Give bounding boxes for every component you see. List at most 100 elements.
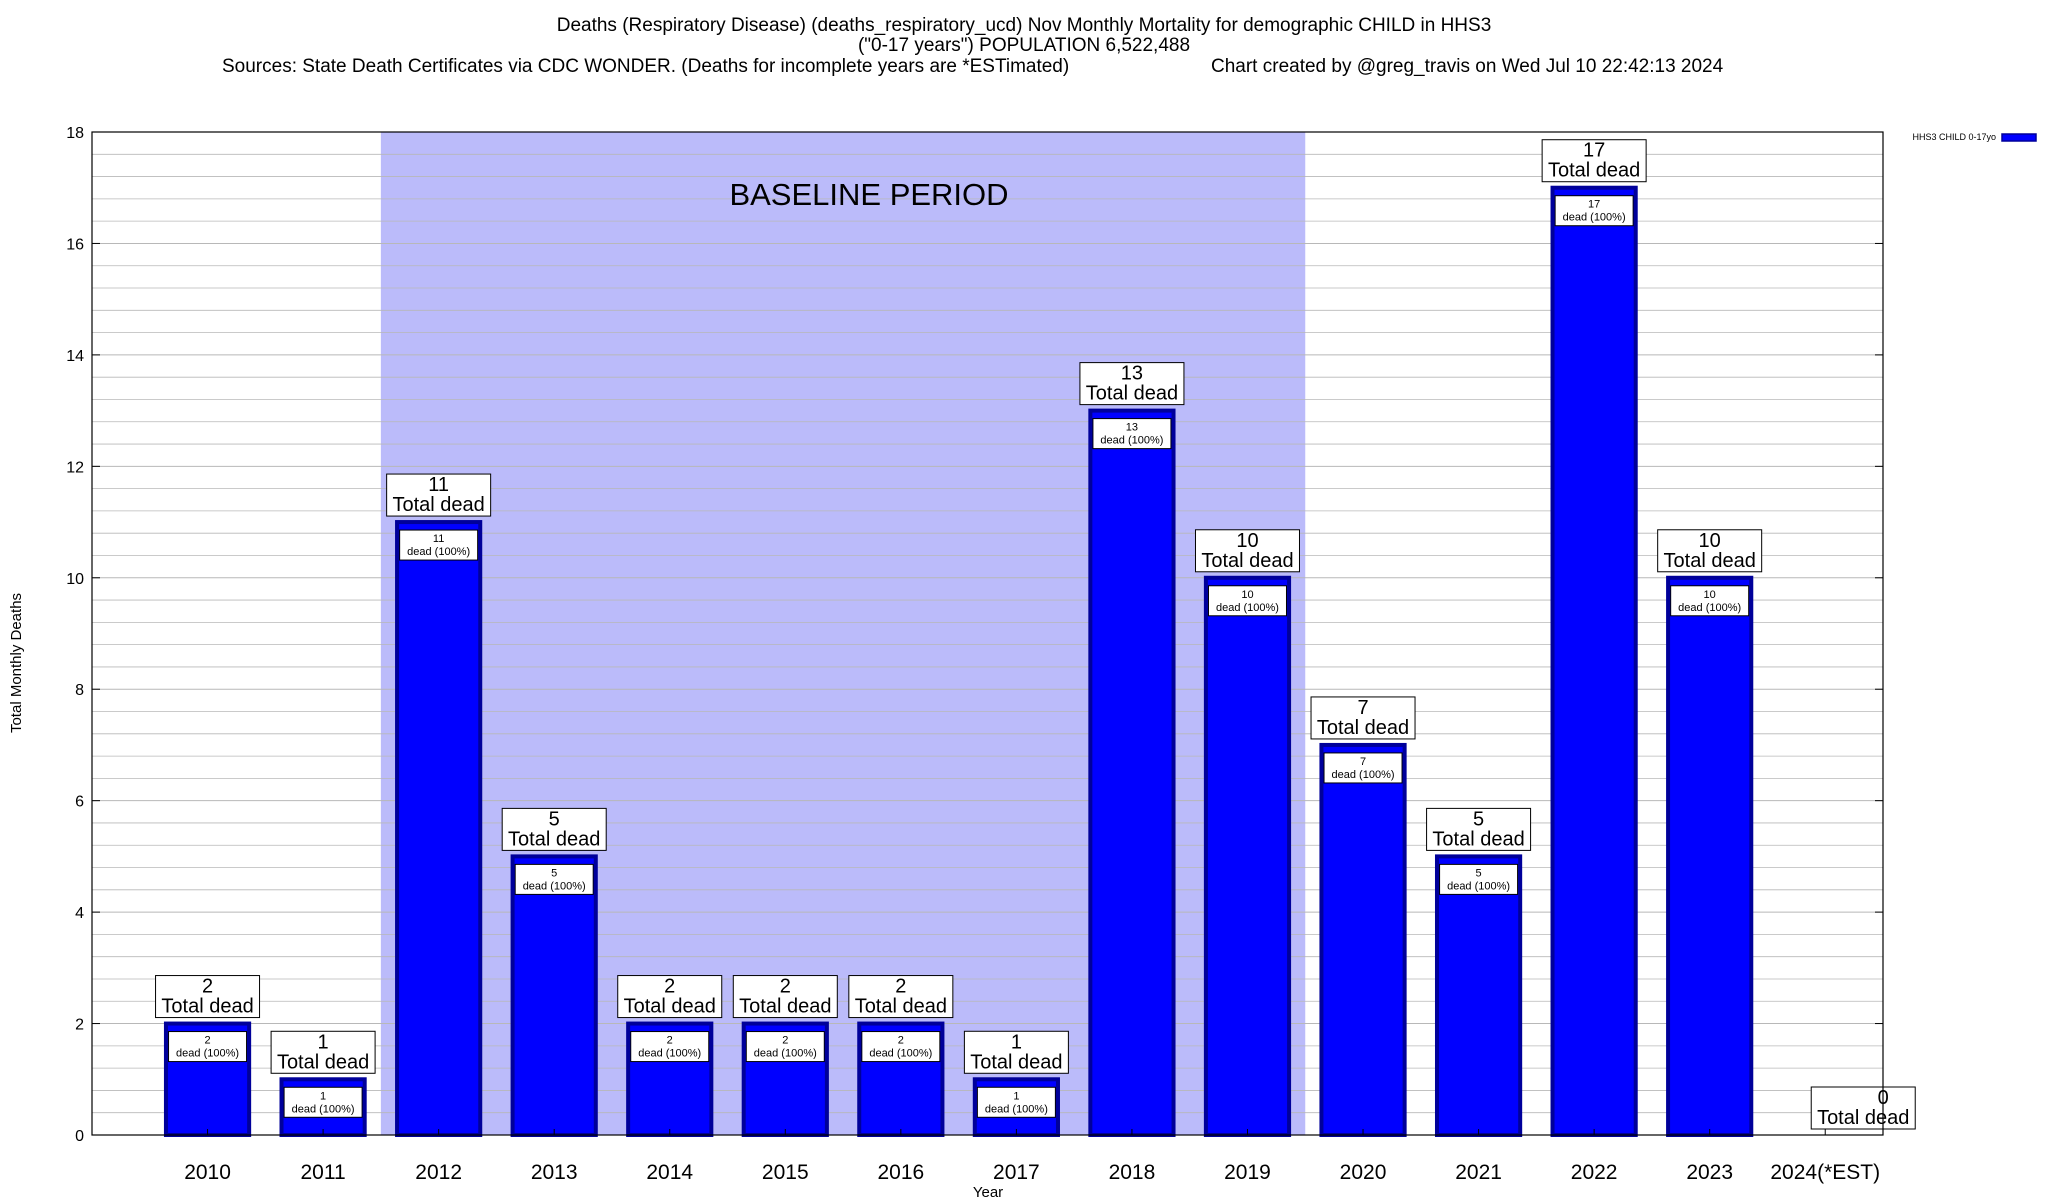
x-tick-label: 2010 <box>184 1161 231 1184</box>
inner-percent-label: dead (100%) <box>985 1103 1048 1115</box>
total-value-label: 2 <box>202 976 213 998</box>
total-label-box-2012 <box>386 473 492 517</box>
x-tick-label: 2022 <box>1571 1161 1618 1184</box>
inner-label-box-2012 <box>399 529 479 561</box>
inner-label-box-2011 <box>283 1086 363 1118</box>
y-tick-label: 12 <box>66 459 84 476</box>
inner-value-label: 10 <box>1704 589 1716 601</box>
total-text-label: Total dead <box>970 1051 1062 1073</box>
inner-value-label: 2 <box>782 1035 788 1047</box>
x-tick-label: 2014 <box>646 1161 693 1184</box>
inner-percent-label: dead (100%) <box>292 1103 355 1115</box>
total-text-label: Total dead <box>277 1051 369 1073</box>
total-text-label: Total dead <box>508 828 600 850</box>
inner-label-box-2014 <box>630 1031 710 1063</box>
y-tick-label: 8 <box>75 682 84 699</box>
total-label-box-2020 <box>1310 696 1416 740</box>
inner-label-box-2021 <box>1439 863 1519 895</box>
inner-value-label: 13 <box>1126 422 1138 434</box>
total-text-label: Total dead <box>1817 1107 1909 1129</box>
total-label-box-2018 <box>1079 362 1185 406</box>
x-tick-label: 2023 <box>1686 1161 1733 1184</box>
total-value-label: 1 <box>1011 1031 1022 1053</box>
x-tick-label: 2019 <box>1224 1161 1271 1184</box>
inner-percent-label: dead (100%) <box>1216 602 1279 614</box>
bar-2019 <box>1203 575 1292 1137</box>
inner-percent-label: dead (100%) <box>869 1048 932 1060</box>
inner-value-label: 7 <box>1360 756 1366 768</box>
inner-percent-label: dead (100%) <box>638 1048 701 1060</box>
x-tick-label: 2016 <box>877 1161 924 1184</box>
total-value-label: 2 <box>895 976 906 998</box>
inner-value-label: 5 <box>1476 867 1482 879</box>
inner-label-box-2015 <box>745 1031 825 1063</box>
inner-percent-label: dead (100%) <box>1332 769 1395 781</box>
bar-2022 <box>1550 185 1638 1137</box>
inner-percent-label: dead (100%) <box>1100 435 1163 447</box>
bar-2013 <box>510 854 598 1138</box>
total-text-label: Total dead <box>161 996 253 1018</box>
total-label-box-2019 <box>1194 529 1300 573</box>
inner-value-label: 5 <box>551 867 557 879</box>
inner-value-label: 1 <box>1013 1090 1019 1102</box>
inner-label-box-2019 <box>1207 585 1287 617</box>
inner-percent-label: dead (100%) <box>754 1048 817 1060</box>
total-value-label: 17 <box>1583 140 1605 162</box>
total-value-label: 1 <box>318 1031 329 1053</box>
total-label-box-2010 <box>155 975 261 1019</box>
y-tick-label: 2 <box>75 1017 84 1034</box>
chart-sources: Sources: State Death Certificates via CD… <box>222 56 1069 77</box>
legend: HHS3 CHILD 0-17yo <box>1912 132 2037 142</box>
baseline-period-label: BASELINE PERIOD <box>729 177 1008 212</box>
inner-label-box-2020 <box>1323 752 1403 784</box>
inner-value-label: 1 <box>320 1090 326 1102</box>
bar-2018 <box>1088 408 1176 1138</box>
total-label-box-2022 <box>1541 139 1647 183</box>
y-tick-label: 0 <box>75 1128 84 1145</box>
inner-percent-label: dead (100%) <box>176 1048 239 1060</box>
total-text-label: Total dead <box>1317 717 1409 739</box>
inner-value-label: 2 <box>898 1035 904 1047</box>
inner-percent-label: dead (100%) <box>1563 212 1626 224</box>
total-value-label: 5 <box>549 808 560 830</box>
chart-credit: Chart created by @greg_travis on Wed Jul… <box>1211 56 1724 77</box>
total-label-box-2015 <box>732 975 838 1019</box>
bar-2023 <box>1666 575 1754 1137</box>
x-tick-label: 2017 <box>993 1161 1040 1184</box>
y-axis-label: Total Monthly Deaths <box>8 593 25 733</box>
total-value-label: 2 <box>664 976 675 998</box>
total-text-label: Total dead <box>1548 160 1640 182</box>
y-tick-label: 14 <box>66 348 84 365</box>
inner-label-box-2013 <box>514 863 594 895</box>
total-label-box-2017 <box>963 1030 1069 1074</box>
total-text-label: Total dead <box>1432 828 1524 850</box>
inner-value-label: 2 <box>667 1035 673 1047</box>
bar-2012 <box>395 520 483 1137</box>
total-value-label: 5 <box>1473 808 1484 830</box>
chart-title-line-2: ("0-17 years") POPULATION 6,522,488 <box>858 35 1190 56</box>
x-tick-label: 2018 <box>1109 1161 1156 1184</box>
x-tick-label: 2021 <box>1455 1161 1502 1184</box>
total-text-label: Total dead <box>624 996 716 1018</box>
total-text-label: Total dead <box>739 996 831 1018</box>
total-text-label: Total dead <box>1201 550 1293 572</box>
y-tick-label: 6 <box>75 794 84 811</box>
x-tick-label: 2015 <box>762 1161 809 1184</box>
inner-value-label: 11 <box>433 533 444 545</box>
bar-2021 <box>1434 854 1523 1138</box>
y-tick-label: 4 <box>75 905 84 922</box>
inner-label-box-2010 <box>168 1031 248 1063</box>
inner-value-label: 2 <box>204 1035 210 1047</box>
x-tick-label: 2012 <box>415 1161 462 1184</box>
inner-label-box-2023 <box>1670 585 1750 617</box>
legend-swatch <box>2001 133 2037 142</box>
total-value-label: 13 <box>1121 363 1143 385</box>
total-text-label: Total dead <box>855 996 947 1018</box>
y-tick-label: 18 <box>66 125 84 142</box>
x-tick-label: 2013 <box>531 1161 578 1184</box>
total-label-box-2011 <box>270 1030 376 1074</box>
chart-title-line-1: Deaths (Respiratory Disease) (deaths_res… <box>557 15 1492 36</box>
total-value-label: 11 <box>428 474 449 496</box>
